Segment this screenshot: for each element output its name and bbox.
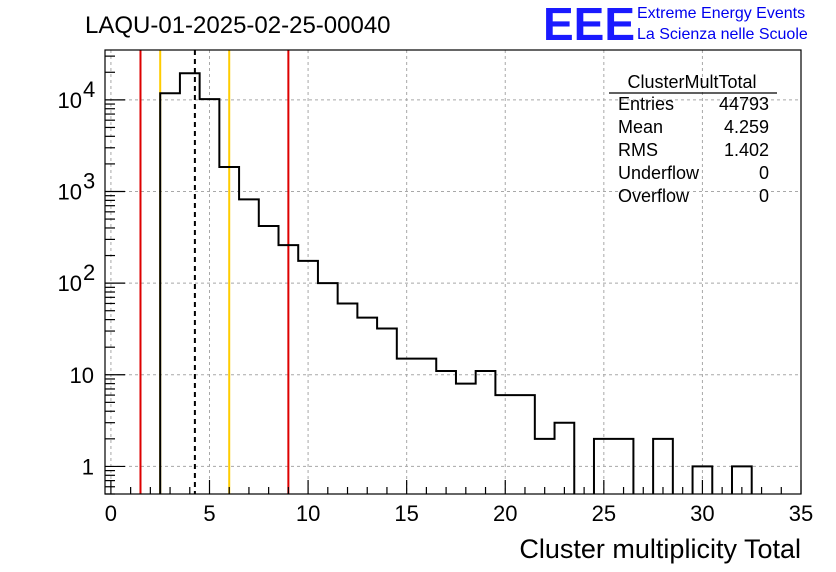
stats-rows: Entries 44793 Mean 4.259 RMS 1.402 Underflow 0 O… [618, 94, 769, 206]
x-tick-label: 15 [394, 501, 418, 526]
stats-value: 4.259 [724, 117, 769, 137]
histogram-bin [495, 395, 515, 494]
histogram-bin [259, 226, 279, 494]
stats-value: 0 [759, 163, 769, 183]
stats-box: ClusterMultTotal Entries 44793 Mean 4.259 RM… [609, 72, 777, 206]
histogram-bin [377, 328, 397, 494]
stats-value: 1.402 [724, 140, 769, 160]
marker-lines [139, 50, 290, 494]
histogram-bin [357, 318, 377, 494]
stats-label: Overflow [618, 186, 690, 206]
x-tick-label: 20 [493, 501, 517, 526]
y-tick-exponent: 3 [83, 168, 95, 193]
y-tick-label: 10 [58, 271, 82, 296]
histogram-bin [476, 371, 496, 494]
stats-title: ClusterMultTotal [627, 72, 756, 92]
y-tick-exponent: 2 [83, 260, 95, 285]
stats-label: Mean [618, 117, 663, 137]
logo-line2: La Scienza nelle Scuole [637, 26, 808, 43]
grid-lines [105, 50, 801, 494]
x-axis-ticks: 0 5 10 15 20 25 30 35 [105, 480, 813, 526]
x-tick-label: 5 [203, 501, 215, 526]
plot-frame [104, 49, 802, 495]
x-tick-label: 25 [592, 501, 616, 526]
chart-title: LAQU-01-2025-02-25-00040 [85, 12, 391, 39]
histogram-outline [159, 72, 753, 494]
histogram-bin [397, 359, 417, 494]
stats-label: Underflow [618, 163, 700, 183]
x-tick-label: 30 [690, 501, 714, 526]
histogram-bin [180, 73, 200, 494]
y-tick-label: 10 [58, 88, 82, 113]
histogram-bin [436, 371, 456, 494]
histogram-bin [318, 283, 338, 494]
y-tick-exponent: 4 [83, 77, 95, 102]
histogram-bin [338, 303, 358, 494]
x-tick-label: 10 [296, 501, 320, 526]
histogram-bin [417, 359, 437, 494]
y-tick-label: 10 [70, 363, 94, 388]
x-axis-label: Cluster multiplicity Total [519, 534, 801, 564]
histogram-bin [160, 93, 180, 494]
logo-letters: EEE [543, 0, 635, 50]
logo-line1: Extreme Energy Events [637, 5, 805, 22]
eee-logo: EEE Extreme Energy Events La Scienza nel… [543, 0, 808, 50]
stats-label: RMS [618, 140, 658, 160]
y-tick-label: 10 [58, 179, 82, 204]
y-tick-label: 1 [82, 454, 94, 479]
x-tick-label: 35 [789, 501, 813, 526]
histogram-bin [555, 423, 575, 494]
histogram-bin [515, 395, 535, 494]
histogram-bin [239, 199, 259, 494]
stats-value: 44793 [719, 94, 769, 114]
histogram-bin [456, 384, 476, 494]
stats-label: Entries [618, 94, 674, 114]
stats-value: 0 [759, 186, 769, 206]
x-tick-label: 0 [105, 501, 117, 526]
